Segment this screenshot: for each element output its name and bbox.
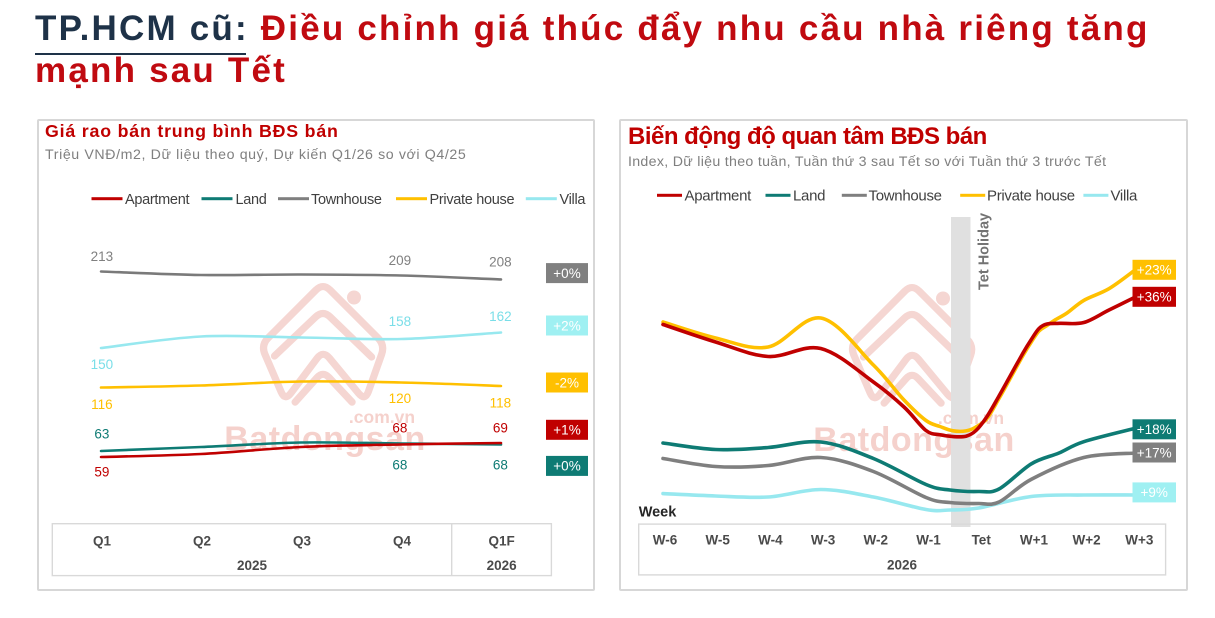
svg-text:W+1: W+1 xyxy=(1020,533,1049,548)
svg-text:.com.vn: .com.vn xyxy=(349,407,415,427)
svg-text:150: 150 xyxy=(91,357,114,372)
svg-text:Tet Holiday: Tet Holiday xyxy=(977,213,993,290)
svg-text:Townhouse: Townhouse xyxy=(311,192,382,208)
svg-text:69: 69 xyxy=(493,420,508,435)
svg-text:+18%: +18% xyxy=(1137,422,1172,437)
svg-text:+36%: +36% xyxy=(1137,290,1172,305)
svg-text:+17%: +17% xyxy=(1137,445,1172,460)
svg-text:2025: 2025 xyxy=(237,558,268,573)
svg-text:W+3: W+3 xyxy=(1125,533,1154,548)
svg-text:59: 59 xyxy=(94,464,109,479)
svg-text:W-1: W-1 xyxy=(916,533,941,548)
svg-text:162: 162 xyxy=(489,309,512,324)
svg-text:Townhouse: Townhouse xyxy=(869,188,942,205)
svg-text:Land: Land xyxy=(793,188,825,205)
svg-text:Batdongsan: Batdongsan xyxy=(224,420,425,458)
svg-text:Land: Land xyxy=(236,192,267,208)
svg-text:Villa: Villa xyxy=(560,192,587,208)
svg-text:118: 118 xyxy=(490,396,512,411)
svg-text:+0%: +0% xyxy=(553,266,580,281)
svg-text:213: 213 xyxy=(91,249,114,264)
svg-text:Q3: Q3 xyxy=(293,534,312,549)
svg-text:68: 68 xyxy=(392,457,407,472)
svg-text:120: 120 xyxy=(389,391,412,406)
svg-text:W-4: W-4 xyxy=(758,533,783,548)
svg-text:Villa: Villa xyxy=(1111,188,1139,205)
svg-text:Q1F: Q1F xyxy=(488,534,514,549)
svg-text:W-6: W-6 xyxy=(653,533,678,548)
svg-text:2026: 2026 xyxy=(887,558,918,573)
svg-text:209: 209 xyxy=(389,253,412,268)
svg-text:158: 158 xyxy=(389,314,412,329)
svg-text:68: 68 xyxy=(493,457,508,472)
svg-text:Apartment: Apartment xyxy=(685,188,753,205)
svg-text:Q1: Q1 xyxy=(93,534,112,549)
svg-text:+23%: +23% xyxy=(1137,263,1172,278)
svg-text:2026: 2026 xyxy=(487,558,518,573)
svg-text:Apartment: Apartment xyxy=(125,192,189,208)
svg-text:+9%: +9% xyxy=(1140,485,1167,500)
svg-text:Private house: Private house xyxy=(430,192,515,208)
svg-text:116: 116 xyxy=(91,397,113,412)
svg-text:W+2: W+2 xyxy=(1073,533,1101,548)
svg-text:Q2: Q2 xyxy=(193,534,211,549)
svg-text:W-5: W-5 xyxy=(705,533,730,548)
svg-text:Private house: Private house xyxy=(987,188,1075,205)
svg-text:-2%: -2% xyxy=(555,375,579,390)
svg-text:W-3: W-3 xyxy=(811,533,836,548)
svg-text:+1%: +1% xyxy=(553,423,580,438)
svg-text:W-2: W-2 xyxy=(864,533,888,548)
svg-text:Batdongsan: Batdongsan xyxy=(813,421,1014,459)
svg-text:63: 63 xyxy=(94,426,109,441)
svg-text:+0%: +0% xyxy=(553,459,580,474)
svg-text:Week: Week xyxy=(639,504,678,520)
svg-text:Tet: Tet xyxy=(972,533,992,548)
svg-text:208: 208 xyxy=(489,254,512,269)
svg-text:68: 68 xyxy=(392,420,407,435)
svg-text:+2%: +2% xyxy=(553,318,580,333)
svg-text:Q4: Q4 xyxy=(393,534,412,549)
